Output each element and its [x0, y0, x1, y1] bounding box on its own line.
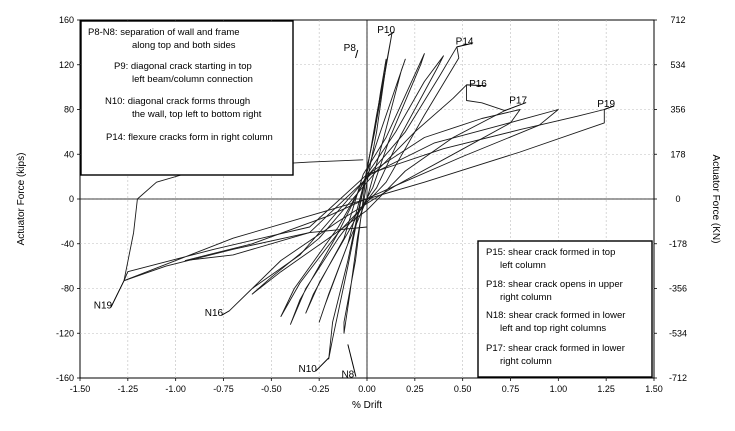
note-left-4-line1: P14: flexure cracks form in right column — [106, 132, 273, 143]
annotation-leader-p17 — [504, 102, 527, 112]
y-axis-title: Actuator Force (kips) — [16, 153, 27, 246]
note-right-1-line2: left column — [500, 260, 546, 271]
annotation-p8: P8 — [344, 43, 357, 54]
y-tick-label: 120 — [59, 60, 74, 70]
annotation-leader-p10 — [387, 31, 395, 37]
y-tick-label: 80 — [64, 105, 74, 115]
hysteresis-loop-2 — [328, 32, 393, 360]
series-group — [123, 32, 605, 360]
note-right-2-line2: right column — [500, 292, 552, 303]
hysteresis-loop-9 — [184, 109, 559, 261]
y-tick-label: 0 — [69, 194, 74, 204]
x-tick-label: -0.50 — [261, 384, 282, 394]
notes-box-left-frame — [80, 20, 294, 176]
hysteresis-loop-4 — [305, 53, 425, 314]
annotation-n10: N10 — [299, 364, 318, 375]
x-tick-label: 1.00 — [550, 384, 568, 394]
annotation-leader-n19 — [110, 280, 125, 308]
notes-box-right: P15: shear crack formed in top left colu… — [477, 240, 653, 378]
y2-tick-label: -178 — [669, 239, 687, 249]
notes-box-right-frame — [477, 240, 653, 378]
annotation-n16: N16 — [205, 308, 224, 319]
annotation-p17: P17 — [509, 96, 527, 107]
annotation-p16: P16 — [469, 79, 487, 90]
x-tick-label: 0.75 — [502, 384, 520, 394]
annotation-leader-p16 — [466, 84, 486, 87]
axis-ticks: -1.50 -1.25 -1.00 -0.75 -0.50 -0.25 0.00 0.25 0.… — [56, 15, 687, 394]
note-left-1-line2: along top and both sides — [132, 40, 236, 51]
hysteresis-loop-5 — [290, 55, 444, 325]
note-right-4-line2: right column — [500, 356, 552, 367]
annotation-n8: N8 — [341, 370, 354, 381]
annotations: P8 P10 P14 P16 P17 P19 N19 N16 N10 N8 — [94, 25, 616, 381]
y2-tick-label: 178 — [670, 149, 685, 159]
annotation-p19: P19 — [597, 99, 615, 110]
x-axis-title: % Drift — [352, 400, 382, 411]
x-tick-label: 0.50 — [454, 384, 472, 394]
x-tick-label: -1.00 — [165, 384, 186, 394]
note-left-1-line1: P8-N8: separation of wall and frame — [88, 27, 240, 38]
y-tick-label: 40 — [64, 149, 74, 159]
y2-tick-label: 712 — [670, 15, 685, 25]
y2-tick-label: 356 — [670, 105, 685, 115]
x-tick-label: -0.75 — [213, 384, 234, 394]
notes-box-left: P8-N8: separation of wall and frame alon… — [80, 20, 294, 176]
hysteresis-loop-10 — [123, 109, 605, 282]
annotation-p10: P10 — [377, 25, 395, 36]
x-tick-label: 1.25 — [597, 384, 615, 394]
x-tick-label: -0.25 — [309, 384, 330, 394]
x-tick-label: -1.50 — [70, 384, 91, 394]
x-tick-label: 0.25 — [406, 384, 424, 394]
note-right-4-line1: P17: shear crack formed in lower — [486, 343, 625, 354]
annotation-leader-p14 — [456, 42, 473, 48]
annotation-leader-p19 — [604, 105, 615, 110]
annotation-leader-n8 — [347, 344, 357, 377]
y2-tick-label: 534 — [670, 60, 685, 70]
x-tick-label: 0.00 — [358, 384, 376, 394]
annotation-leader-p8 — [355, 49, 359, 59]
x-tick-label: -1.25 — [118, 384, 139, 394]
hysteresis-loop-7 — [251, 84, 506, 295]
annotation-p14: P14 — [456, 36, 474, 47]
note-left-2-line1: P9: diagonal crack starting in top — [114, 61, 252, 72]
note-right-3-line1: N18: shear crack formed in lower — [486, 310, 625, 321]
y-tick-label: 160 — [59, 15, 74, 25]
note-right-3-line2: left and top right columns — [500, 323, 606, 334]
y-tick-label: -80 — [61, 284, 74, 294]
y2-tick-label: -534 — [669, 328, 687, 338]
y2-axis-title: Actuator Force (KN) — [710, 155, 721, 244]
annotation-leader-n10 — [315, 357, 330, 372]
y-tick-label: -160 — [56, 373, 74, 383]
y2-tick-label: 0 — [675, 194, 680, 204]
note-left-3-line1: N10: diagonal crack forms through — [105, 96, 250, 107]
annotation-leader-n16 — [221, 310, 230, 316]
x-tick-label: 1.50 — [645, 384, 663, 394]
y2-tick-label: -356 — [669, 284, 687, 294]
hysteresis-loop-6 — [280, 46, 460, 317]
y-tick-label: -120 — [56, 328, 74, 338]
y-tick-label: -40 — [61, 239, 74, 249]
annotation-n19: N19 — [94, 300, 113, 311]
y2-tick-label: -712 — [669, 373, 687, 383]
note-left-2-line2: left beam/column connection — [132, 74, 253, 85]
note-right-1-line1: P15: shear crack formed in top — [486, 247, 615, 258]
note-right-2-line1: P18: shear crack opens in upper — [486, 279, 623, 290]
note-left-3-line2: the wall, top left to bottom right — [132, 109, 262, 120]
